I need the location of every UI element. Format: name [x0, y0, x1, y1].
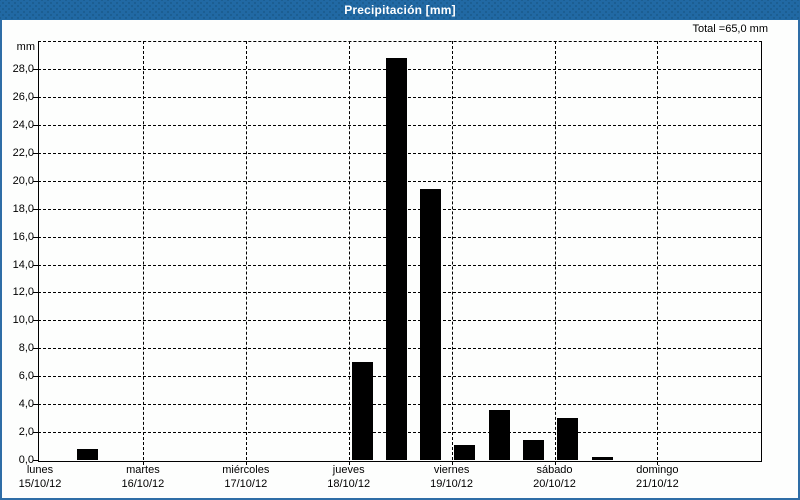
precip-bar	[386, 57, 407, 460]
y-axis-tick	[33, 376, 38, 378]
y-axis-tick-label: 4,0	[18, 398, 34, 411]
y-axis-tick	[33, 180, 38, 182]
x-axis-tick	[245, 461, 247, 465]
y-axis-tick	[33, 348, 38, 350]
y-axis-tick-label: 18,0	[12, 202, 34, 215]
v-gridline	[554, 41, 556, 460]
y-axis-tick	[33, 208, 38, 210]
y-axis-tick	[33, 152, 38, 154]
y-axis-tick-label: 28,0	[12, 62, 34, 75]
precip-bar	[522, 440, 544, 460]
x-axis-date-label: 17/10/12	[224, 478, 268, 490]
v-gridline	[657, 41, 659, 460]
precip-bar	[488, 409, 510, 460]
precip-bar	[454, 444, 476, 460]
x-axis-day-label: sábado	[536, 464, 573, 476]
y-axis-tick-label: 12,0	[12, 286, 34, 299]
y-axis-tick-label: 14,0	[12, 258, 34, 271]
precip-bar	[591, 457, 613, 460]
x-axis-day-label: lunes	[26, 464, 54, 476]
x-axis-tick	[657, 461, 659, 465]
y-axis-tick	[33, 68, 38, 70]
y-axis-tick	[33, 96, 38, 98]
x-axis-tick	[554, 461, 556, 465]
y-axis-tick	[33, 124, 38, 126]
x-axis-day-label: viernes	[433, 464, 470, 476]
x-axis-date-label: 15/10/12	[18, 478, 62, 490]
y-axis-unit-label: mm	[16, 41, 35, 53]
x-axis-day-label: martes	[126, 464, 160, 476]
precip-bar	[557, 418, 579, 460]
y-axis-tick	[33, 236, 38, 238]
y-axis-tick-label: 16,0	[12, 230, 34, 243]
y-axis-tick-label: 22,0	[12, 146, 34, 159]
y-axis-tick-label: 24,0	[12, 118, 34, 131]
precip-bar	[419, 189, 441, 460]
y-axis-tick	[33, 264, 38, 266]
v-gridline	[245, 41, 247, 460]
title-bar: Precipitación [mm]	[0, 0, 800, 20]
y-axis-tick-label: 2,0	[18, 426, 34, 439]
precip-bar	[77, 448, 99, 460]
y-axis-tick	[33, 432, 38, 434]
y-axis-tick	[33, 404, 38, 406]
total-annotation: Total =65,0 mm	[692, 23, 768, 35]
x-axis-tick	[451, 461, 453, 465]
v-gridline	[451, 41, 453, 460]
plot-area	[38, 41, 762, 462]
x-axis-day-label: miércoles	[222, 464, 270, 476]
x-axis-day-label: jueves	[332, 464, 365, 476]
x-axis-date-label: 16/10/12	[121, 478, 165, 490]
y-axis-tick-label: 20,0	[12, 174, 34, 187]
x-axis-date-label: 21/10/12	[635, 478, 679, 490]
y-axis-tick-label: 8,0	[18, 342, 34, 355]
chart-title: Precipitación [mm]	[344, 3, 456, 17]
y-axis-tick-label: 10,0	[12, 314, 34, 327]
y-axis-tick-label: 6,0	[18, 370, 34, 383]
x-axis-date-label: 20/10/12	[533, 478, 576, 490]
y-axis-tick	[33, 292, 38, 294]
x-axis-date-label: 18/10/12	[327, 478, 371, 490]
x-axis-tick	[142, 461, 144, 465]
v-gridline	[348, 41, 350, 460]
x-axis-tick	[348, 461, 350, 465]
y-axis-tick	[33, 320, 38, 322]
y-axis-tick	[33, 460, 38, 461]
y-axis-tick-label: 0,0	[18, 454, 34, 466]
v-gridline	[142, 41, 144, 460]
x-axis-date-label: 19/10/12	[430, 478, 473, 490]
precip-bar	[351, 362, 373, 460]
x-axis-day-label: domingo	[636, 464, 679, 476]
y-axis-tick-label: 26,0	[12, 90, 34, 103]
